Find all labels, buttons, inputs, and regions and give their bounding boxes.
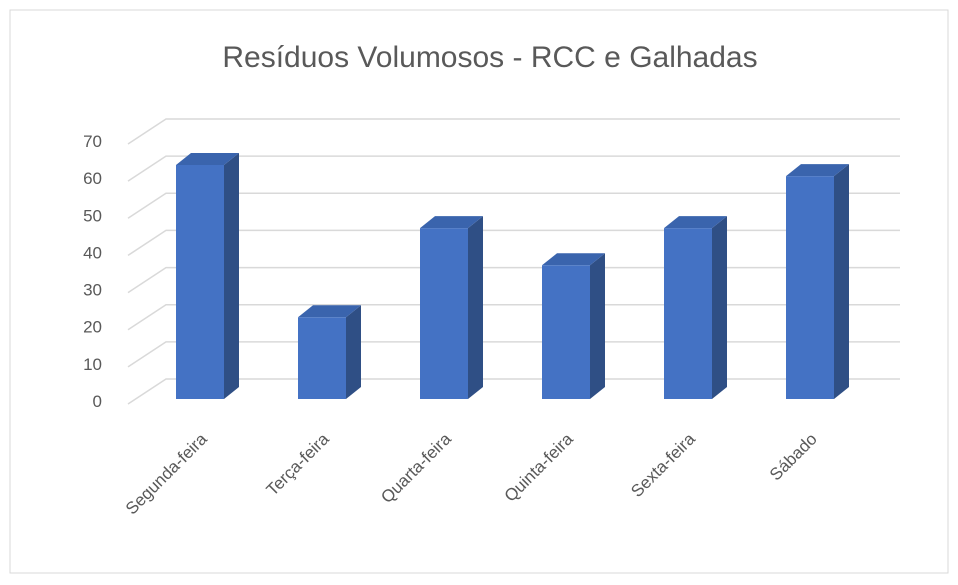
y-tick-label: 70 — [83, 132, 102, 151]
grid-line — [127, 118, 900, 145]
y-tick-label: 40 — [83, 243, 102, 262]
bar — [298, 305, 361, 399]
grid-line — [127, 155, 900, 182]
bar — [786, 164, 849, 399]
y-tick-label: 0 — [93, 392, 102, 411]
chart-title: Resíduos Volumosos - RCC e Galhadas — [222, 41, 757, 74]
bar — [664, 216, 727, 399]
y-tick-label: 10 — [83, 355, 102, 374]
grid-line — [127, 303, 900, 331]
grid-line — [127, 341, 900, 368]
y-tick-label: 20 — [83, 318, 102, 337]
grid-line — [127, 192, 900, 219]
grid-line — [127, 229, 900, 257]
y-tick-label: 60 — [83, 169, 102, 188]
grid-line — [127, 378, 900, 405]
bar — [176, 153, 239, 399]
bar — [420, 216, 483, 399]
bar — [542, 253, 605, 399]
y-tick-label: 30 — [83, 281, 102, 300]
y-tick-label: 50 — [83, 206, 102, 225]
grid-line — [127, 266, 900, 294]
